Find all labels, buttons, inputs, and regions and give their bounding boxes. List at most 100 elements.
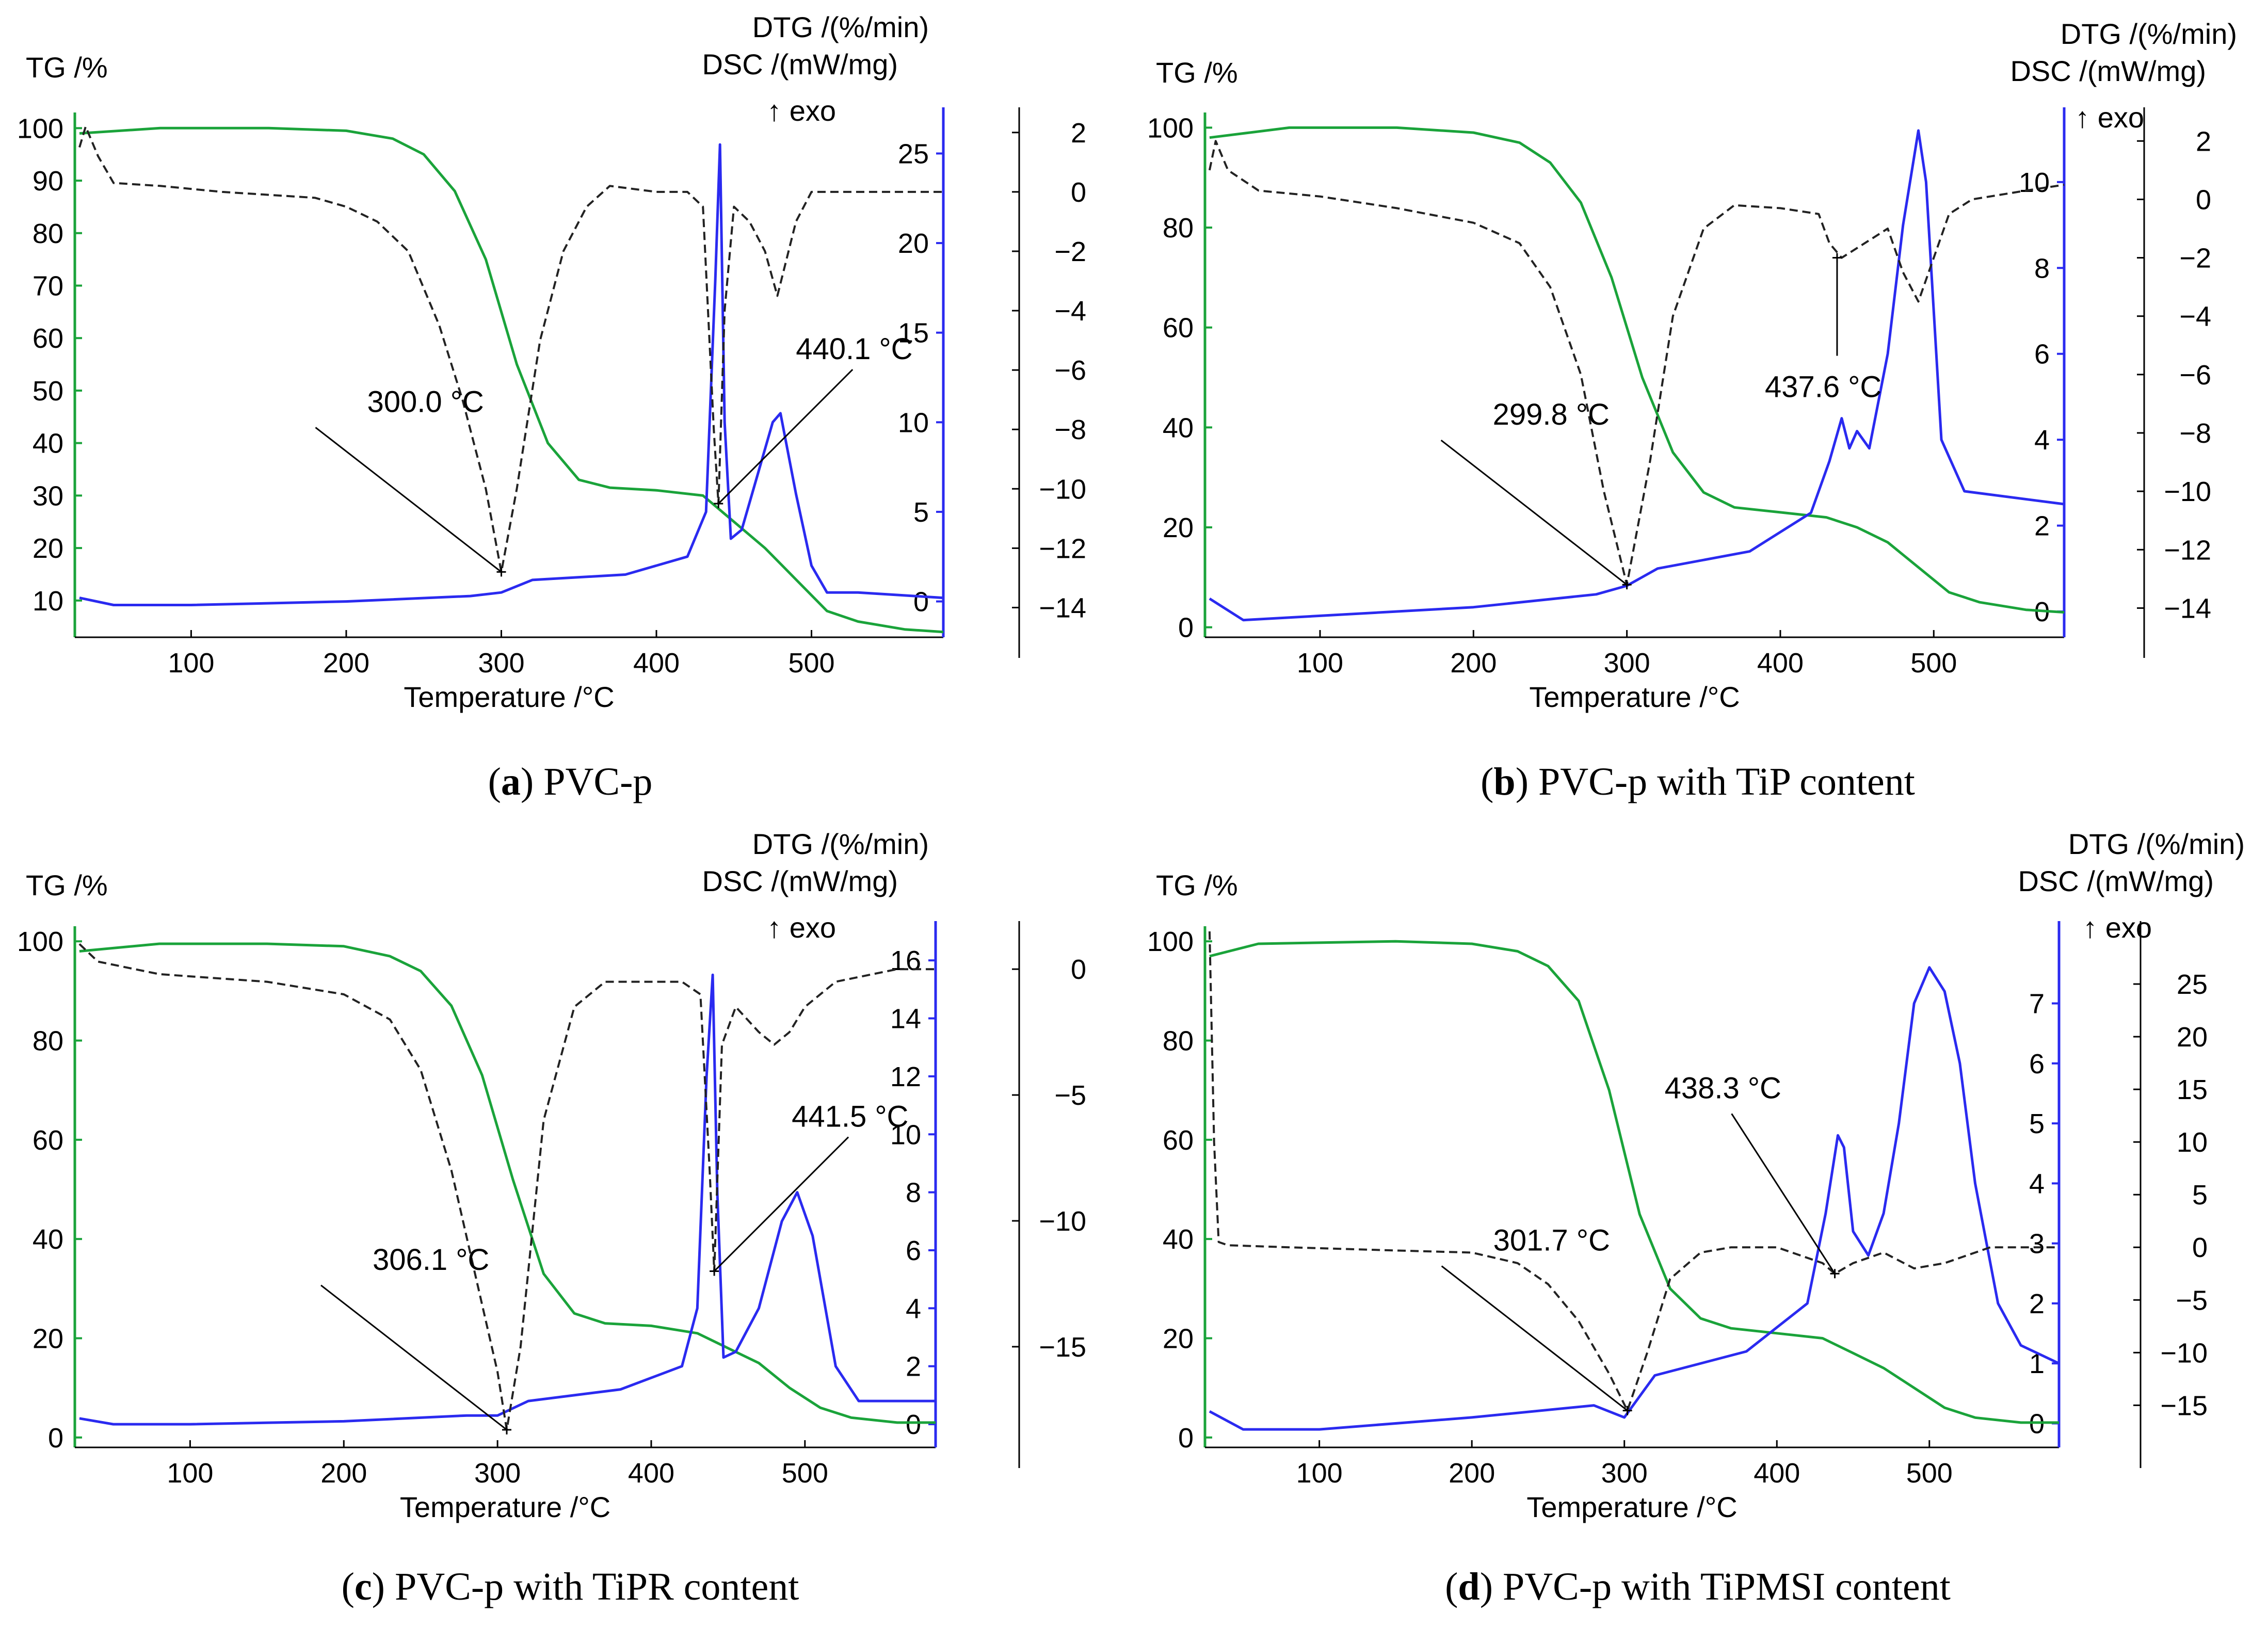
caption-text: PVC-p [543,760,652,803]
dtg-tick-label: −15 [2160,1390,2208,1421]
caption-close: ) [1480,1565,1503,1608]
dtg-axis-label: DTG /(%/min) [2068,828,2245,860]
annotation-marker [714,499,723,509]
annotation-marker [1622,1406,1632,1415]
tg-tick-label: 80 [33,1026,63,1057]
peak-annotation-label: 441.5 °C [792,1100,908,1134]
x-tick-label: 300 [1604,648,1650,679]
annotation-marker [1832,253,1842,263]
dsc-tick-label: 16 [890,945,921,976]
x-tick-label: 400 [1754,1458,1800,1489]
caption-letter: d [1458,1565,1479,1608]
x-tick-label: 300 [1601,1458,1648,1489]
dsc-tick-label: 6 [2034,339,2050,370]
x-tick-label: 100 [168,648,214,679]
caption-close: ) [1516,760,1538,803]
peak-annotation-label: 438.3 °C [1665,1071,1781,1105]
dtg-tick-label: −2 [2179,243,2211,274]
dsc-tick-label: 2 [2034,511,2050,542]
x-tick-label: 100 [167,1458,213,1489]
tg-tick-label: 60 [33,323,63,354]
x-tick-label: 100 [1297,648,1343,679]
dsc-tick-label: 4 [2034,425,2050,456]
exo-label: ↑ exo [767,911,836,944]
tg-tick-label: 40 [1163,412,1194,443]
annotation-leader-line [718,368,854,505]
dtg-tick-label: −4 [2179,301,2211,332]
dtg-tick-label: 0 [1071,954,1086,985]
annotation-leader-line [1731,1113,1836,1275]
tg-tick-label: 70 [33,270,63,301]
dtg-tick-label: −14 [1039,592,1086,623]
caption-letter: a [501,760,521,803]
peak-annotation-label: 299.8 °C [1493,398,1610,431]
x-tick-label: 400 [633,648,680,679]
dsc-axis-label: DSC /(mW/mg) [702,865,898,897]
series-tg-line [1209,940,2059,1424]
series-tg-line [79,942,936,1424]
dsc-tick-label: 20 [898,228,929,259]
dsc-tick-label: 3 [2029,1229,2045,1260]
dtg-tick-label: 20 [2177,1022,2208,1053]
series-dtg-line [1208,140,2065,586]
dtg-tick-label: 2 [2196,126,2211,157]
dsc-tick-label: 2 [2029,1288,2045,1319]
dsc-tick-label: 10 [890,1119,921,1150]
tg-tick-label: 100 [17,113,63,144]
tg-tick-label: 40 [1163,1224,1194,1255]
series-dsc-line [1209,129,2065,622]
dtg-tick-label: −8 [2179,418,2211,449]
panel-caption: (d) PVC-p with TiPMSI content [1445,1565,1951,1608]
dtg-tick-label: −12 [2164,535,2211,566]
dsc-tick-label: 4 [906,1293,921,1324]
tg-tick-label: 30 [33,480,63,511]
dtg-tick-label: −10 [1039,1206,1086,1237]
dsc-tick-label: 15 [898,318,929,349]
tg-axis-label: TG /% [1156,56,1238,89]
caption-open: ( [488,760,501,803]
x-tick-label: 200 [323,648,369,679]
dsc-tick-label: 25 [898,138,929,169]
tg-tick-label: 10 [33,586,63,617]
annotation-marker [1622,580,1632,590]
annotation-leader-line [320,1284,507,1431]
series-dsc-line [79,973,936,1426]
dtg-tick-label: 15 [2177,1074,2208,1105]
annotation-leader-line [1441,1265,1628,1411]
dsc-tick-label: 10 [2019,167,2050,198]
series-tg-line [1209,126,2065,614]
caption-close: ) [372,1565,395,1608]
tg-tick-label: 20 [33,533,63,564]
x-tick-label: 300 [478,648,524,679]
dtg-tick-label: −15 [1039,1332,1086,1363]
tg-tick-label: 80 [1163,213,1194,244]
dsc-axis-label: DSC /(mW/mg) [2010,55,2206,87]
dtg-tick-label: 5 [2192,1180,2208,1211]
dsc-tick-label: 0 [906,1409,921,1440]
dtg-tick-label: −4 [1054,296,1086,327]
dtg-tick-label: −2 [1054,236,1086,267]
x-tick-label: 300 [474,1458,521,1489]
dtg-tick-label: −6 [1054,355,1086,386]
x-tick-label: 100 [1296,1458,1343,1489]
dtg-tick-label: −10 [2160,1337,2208,1368]
dtg-tick-label: −12 [1039,533,1086,564]
dtg-tick-label: −6 [2179,360,2211,391]
dtg-tick-label: −5 [1054,1080,1086,1111]
series-dsc-line [1209,966,2060,1431]
caption-text: PVC-p with TiPMSI content [1503,1565,1951,1608]
panel-caption: (b) PVC-p with TiP content [1481,760,1915,803]
tg-tick-label: 0 [48,1423,63,1454]
dsc-tick-label: 6 [906,1235,921,1266]
dtg-tick-label: −8 [1054,414,1086,445]
dsc-tick-label: 6 [2029,1049,2045,1079]
dtg-tick-label: 0 [1071,177,1086,208]
dsc-tick-label: 10 [898,407,929,438]
dtg-tick-label: −5 [2176,1285,2208,1316]
tg-tick-label: 60 [33,1125,63,1156]
x-tick-label: 200 [1449,1458,1495,1489]
